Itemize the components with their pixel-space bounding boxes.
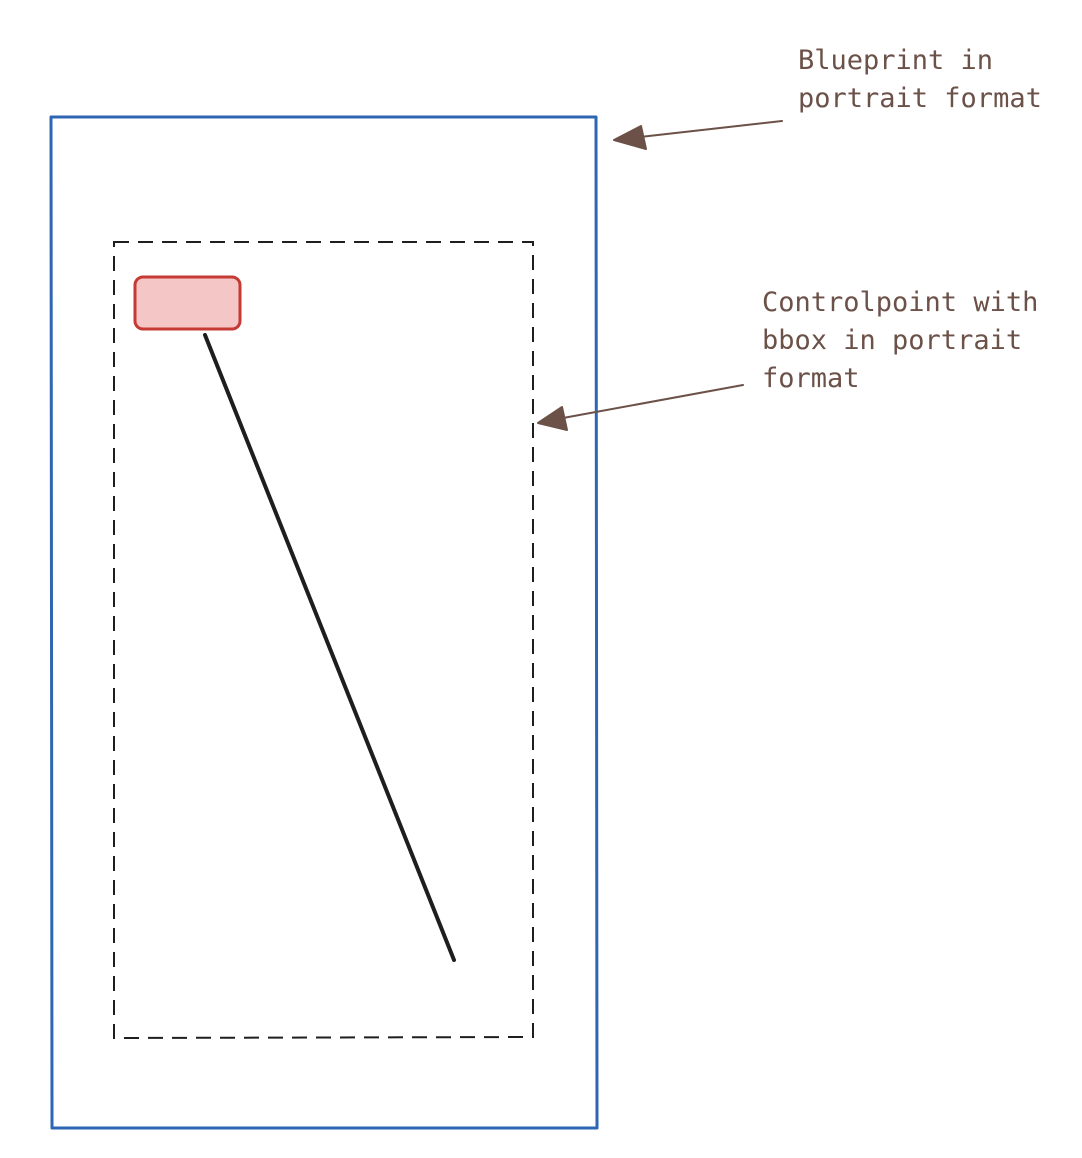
blueprint-annotation-line: portrait format (798, 83, 1042, 114)
blueprint-frame (49, 115, 599, 1130)
arrow-to-blueprint (613, 120, 783, 150)
controlpoint-bbox (113, 241, 534, 1040)
controlpoint-annotation-line: Controlpoint with (762, 287, 1039, 318)
arrow-to-bbox (537, 384, 744, 431)
controlpoint-marker (133, 275, 242, 331)
controlpoint-annotation: Controlpoint with bbox in portrait forma… (762, 284, 1038, 398)
blueprint-annotation-line: Blueprint in (798, 45, 994, 76)
connector-line (203, 333, 456, 962)
controlpoint-annotation-line: format (762, 363, 860, 394)
controlpoint-annotation-line: bbox in portrait (762, 325, 1023, 356)
blueprint-annotation: Blueprint in portrait format (798, 42, 1042, 118)
